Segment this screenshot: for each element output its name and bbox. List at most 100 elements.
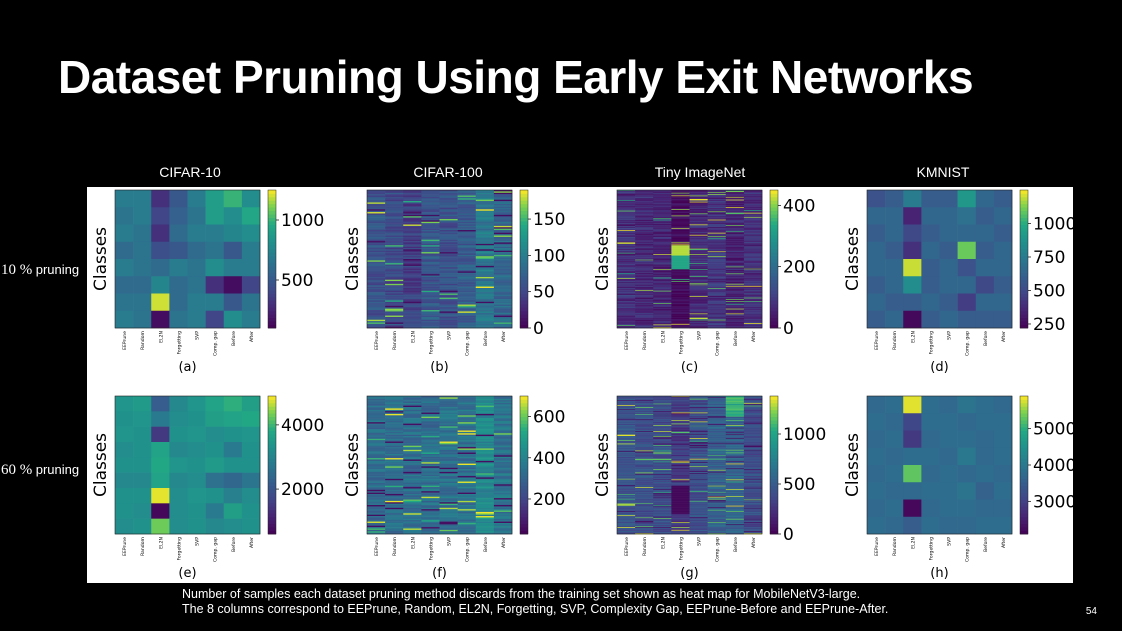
figure-panel: Classes EEPrune Random EL2N Forgetting SVP Com… bbox=[87, 187, 1076, 583]
colorbar-segment bbox=[1020, 227, 1028, 232]
heatmap-cell bbox=[653, 275, 672, 277]
heatmap-cell bbox=[457, 263, 477, 265]
colorbar-segment bbox=[770, 248, 778, 253]
heatmap-cell bbox=[671, 320, 690, 322]
heatmap-cell bbox=[653, 435, 672, 437]
heatmap-cell bbox=[457, 250, 477, 253]
heatmap-cell bbox=[743, 325, 763, 327]
heatmap-cell bbox=[689, 319, 708, 321]
heatmap-cell bbox=[617, 468, 636, 470]
heatmap-cell bbox=[671, 427, 690, 429]
heatmap-cell bbox=[689, 256, 708, 258]
heatmap-cell bbox=[493, 482, 513, 485]
heatmap-cell bbox=[457, 270, 477, 272]
heatmap-cell bbox=[403, 213, 422, 216]
heatmap-cell bbox=[725, 302, 745, 304]
heatmap-cell bbox=[725, 448, 745, 450]
heatmap-cell bbox=[439, 487, 458, 489]
heatmap-cell bbox=[743, 275, 763, 277]
heatmap-cell bbox=[403, 270, 422, 272]
heatmap-cell bbox=[671, 225, 690, 227]
heatmap-cell bbox=[635, 265, 654, 267]
x-tick-label: After bbox=[501, 537, 507, 548]
heatmap-cell bbox=[743, 205, 763, 207]
heatmap-cell bbox=[457, 401, 477, 404]
heatmap-cell bbox=[743, 195, 763, 197]
heatmap-cell bbox=[671, 276, 690, 278]
heatmap-cell bbox=[689, 421, 708, 423]
heatmap-cell bbox=[707, 214, 727, 216]
heatmap-cell bbox=[671, 462, 690, 464]
heatmap-cell bbox=[689, 481, 708, 483]
heatmap-cell bbox=[385, 431, 404, 434]
heatmap-cell bbox=[725, 474, 745, 476]
heatmap-cell bbox=[653, 491, 672, 493]
heatmap-cell bbox=[671, 242, 690, 244]
heatmap-cell bbox=[707, 418, 727, 420]
heatmap-cell bbox=[725, 232, 745, 234]
heatmap-cell bbox=[403, 305, 422, 308]
heatmap-cell bbox=[635, 420, 654, 422]
heatmap-cell bbox=[743, 241, 763, 243]
heatmap-cell bbox=[743, 319, 763, 321]
heatmap-cell bbox=[671, 440, 690, 442]
heatmap-cell bbox=[921, 259, 940, 277]
heatmap-cell bbox=[653, 493, 672, 495]
heatmap-cell bbox=[671, 312, 690, 314]
heatmap-cell bbox=[385, 422, 404, 424]
heatmap-cell bbox=[367, 451, 386, 453]
heatmap-cell bbox=[725, 203, 745, 205]
heatmap-cell bbox=[133, 518, 152, 535]
heatmap-cell bbox=[671, 220, 690, 222]
heatmap-cell bbox=[743, 396, 763, 398]
heatmap-cell bbox=[635, 416, 654, 417]
heatmap-cell bbox=[689, 285, 708, 287]
heatmap-cell bbox=[475, 521, 495, 524]
heatmap-cell bbox=[635, 471, 654, 473]
heatmap-cell bbox=[241, 207, 261, 225]
heatmap-cell bbox=[671, 426, 690, 428]
heatmap-cell bbox=[635, 309, 654, 311]
heatmap-cell bbox=[707, 202, 727, 204]
heatmap-cell bbox=[367, 412, 386, 415]
heatmap-cell bbox=[439, 412, 458, 415]
heatmap-cell bbox=[725, 267, 745, 269]
heatmap-cell bbox=[115, 224, 134, 243]
heatmap-cell bbox=[475, 427, 495, 430]
heatmap-cell bbox=[475, 260, 495, 263]
heatmap-cell bbox=[241, 293, 261, 312]
heatmap-cell bbox=[367, 214, 386, 217]
heatmap-cell bbox=[617, 292, 636, 294]
heatmap-cell bbox=[743, 462, 763, 464]
heatmap-cell bbox=[385, 441, 404, 444]
heatmap-cell bbox=[385, 429, 404, 431]
heatmap-cell bbox=[439, 217, 458, 220]
heatmap-cell bbox=[635, 303, 654, 305]
heatmap-cell bbox=[439, 463, 458, 466]
heatmap-cell bbox=[421, 426, 440, 429]
heatmap-cell bbox=[885, 190, 904, 208]
heatmap-cell bbox=[743, 320, 763, 322]
heatmap-cell bbox=[385, 231, 404, 234]
heatmap-cell bbox=[671, 478, 690, 480]
heatmap-cell bbox=[115, 426, 134, 443]
heatmap-cell bbox=[635, 485, 654, 486]
heatmap-cell bbox=[635, 482, 654, 484]
heatmap-cell bbox=[385, 247, 404, 250]
heatmap-cell bbox=[439, 256, 458, 258]
heatmap-cell bbox=[169, 241, 188, 260]
colorbar-tick-label: 400 bbox=[533, 449, 565, 469]
heatmap-cell bbox=[725, 436, 745, 438]
heatmap-cell bbox=[653, 294, 672, 296]
heatmap-cell bbox=[493, 437, 513, 440]
heatmap-cell bbox=[653, 425, 672, 427]
heatmap-cell bbox=[707, 217, 727, 219]
heatmap-cell bbox=[653, 453, 672, 455]
heatmap-cell bbox=[617, 462, 636, 464]
heatmap-cell bbox=[653, 494, 672, 496]
heatmap-cell bbox=[653, 488, 672, 490]
heatmap-cell bbox=[403, 260, 422, 263]
heatmap-cell bbox=[617, 465, 636, 467]
heatmap-cell bbox=[725, 243, 745, 245]
heatmap-cell bbox=[403, 199, 422, 202]
